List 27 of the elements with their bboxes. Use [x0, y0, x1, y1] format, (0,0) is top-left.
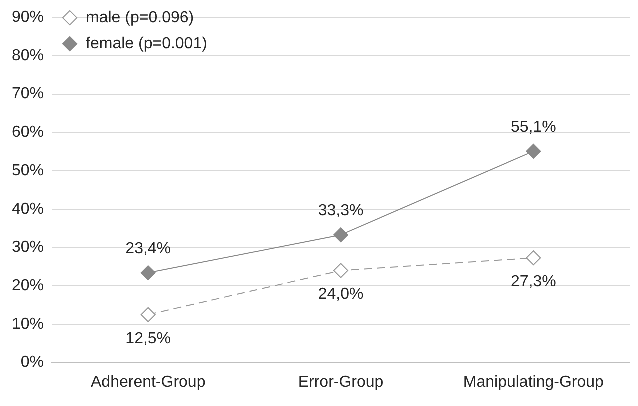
y-tick-label: 90% [12, 9, 44, 26]
point [140, 307, 156, 322]
y-tick-label: 10% [12, 316, 44, 333]
y-tick-label: 70% [12, 86, 44, 103]
x-tick-label: Manipulating-Group [463, 374, 604, 391]
data-label: 24,0% [318, 286, 364, 304]
legend-label: female (p=0.001) [86, 35, 208, 52]
y-tick-label: 40% [12, 200, 44, 218]
y-tick-label: 80% [12, 47, 44, 64]
x-tick-label: Error-Group [298, 374, 384, 391]
data-label: 33,3% [318, 202, 364, 220]
y-tick-label: 0% [20, 354, 44, 372]
point [526, 144, 542, 159]
data-label: 12,5% [126, 330, 172, 348]
point [526, 250, 542, 266]
data-label: 55,1% [510, 118, 556, 136]
data-label: 23,4% [126, 240, 172, 258]
y-tick-label: 30% [12, 239, 44, 256]
y-tick-label: 60% [12, 124, 44, 142]
point [140, 266, 156, 281]
point [334, 228, 349, 243]
legend-label: male (p=0.096) [86, 9, 194, 26]
x-tick-label: Adherent-Group [90, 374, 206, 391]
data-label: 27,3% [510, 273, 556, 290]
y-tick-label: 20% [12, 277, 44, 294]
y-tick-label: 50% [12, 162, 44, 180]
point [334, 263, 349, 278]
